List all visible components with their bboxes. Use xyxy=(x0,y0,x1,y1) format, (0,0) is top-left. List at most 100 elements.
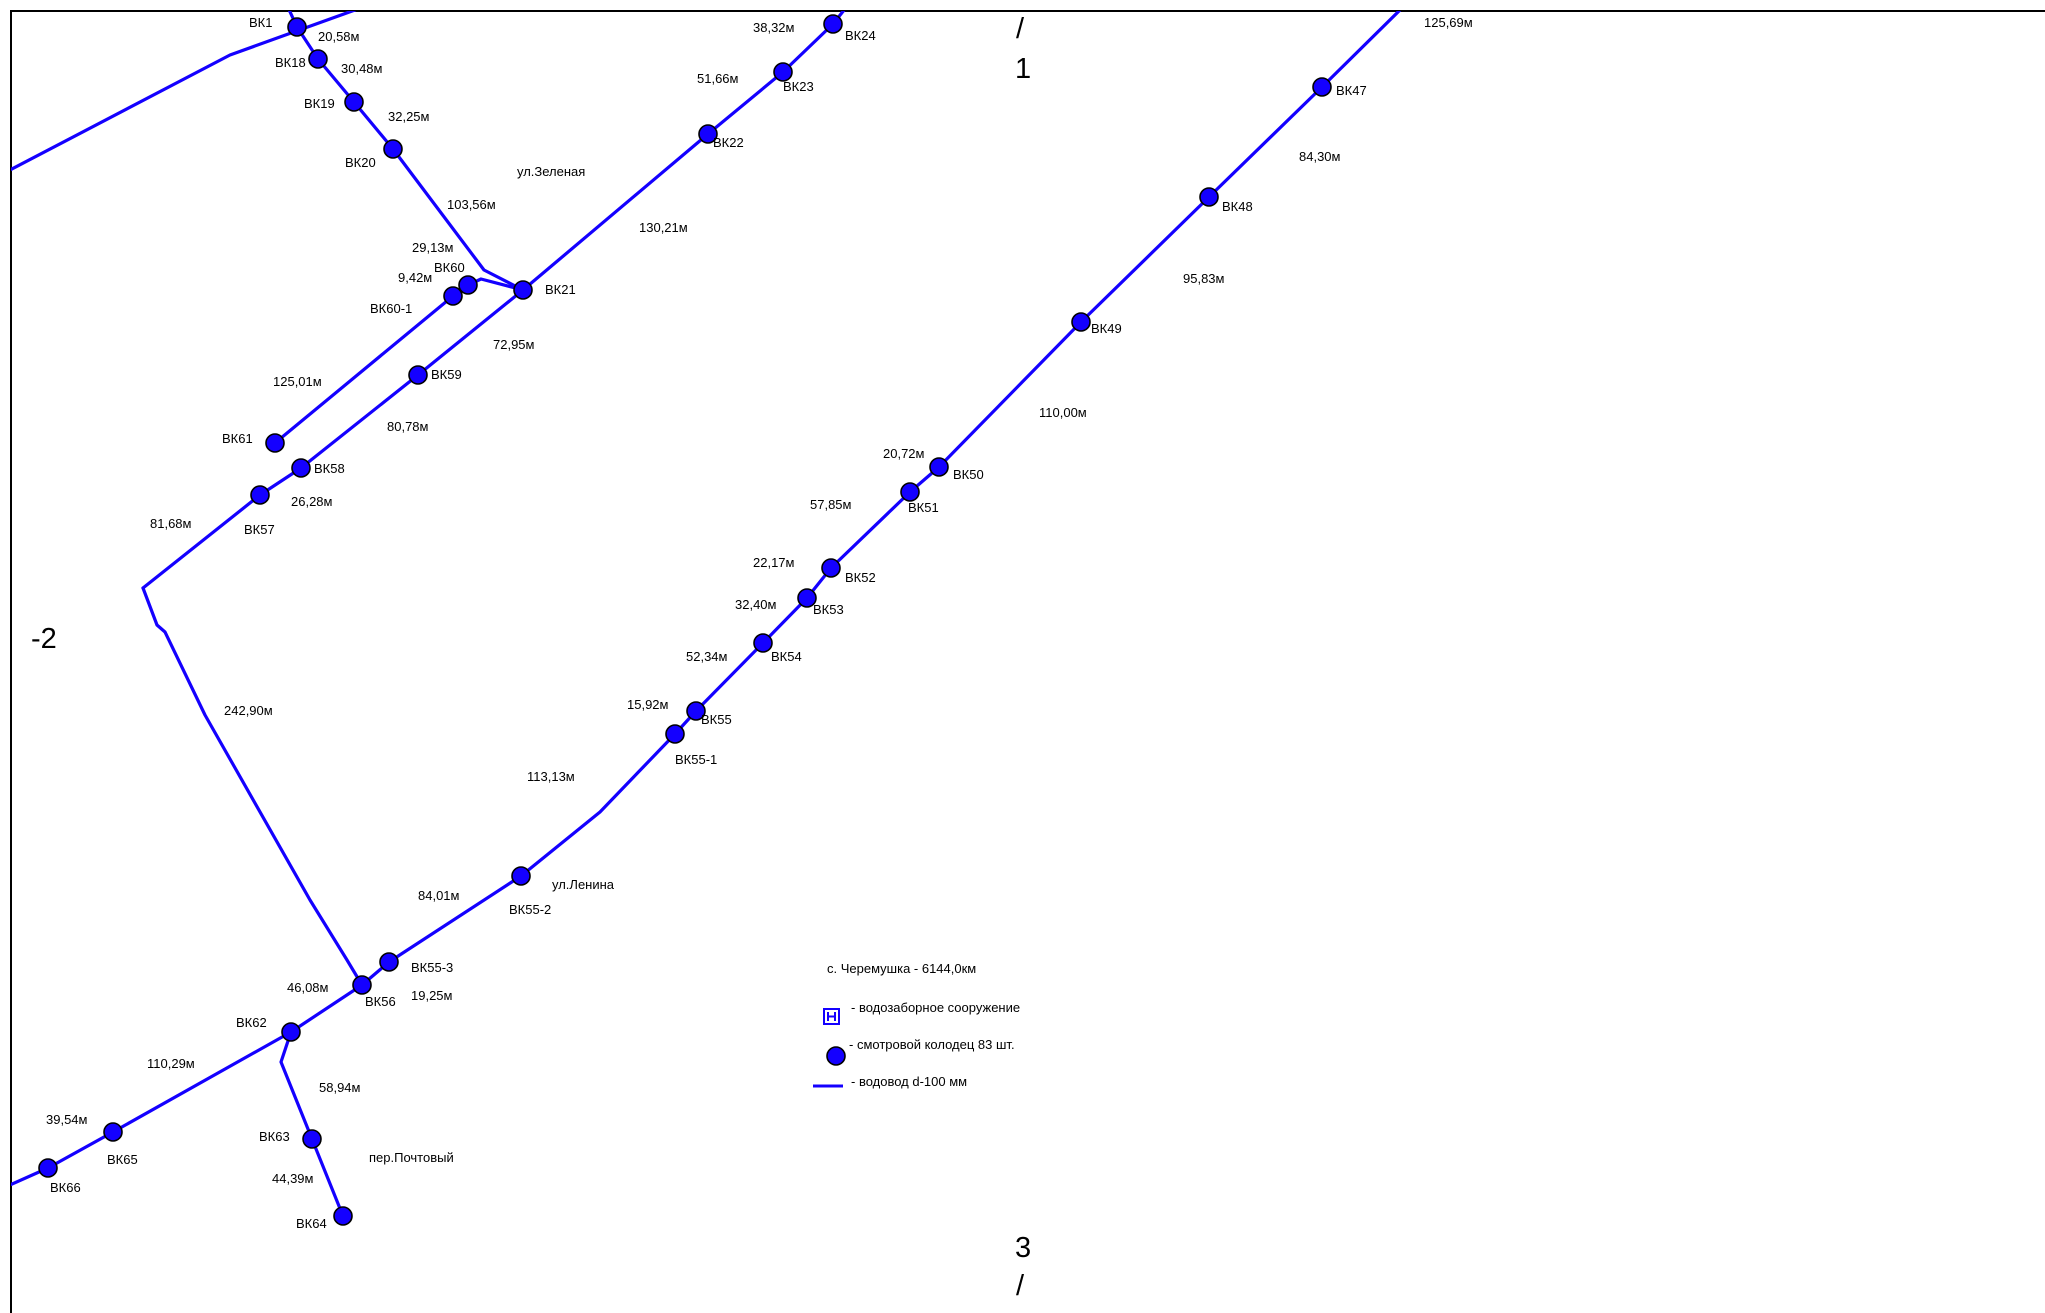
pipe-vk62-to-vk64 xyxy=(279,1030,345,1218)
length-label: 44,39м xyxy=(272,1171,314,1186)
length-label: 125,69м xyxy=(1424,15,1473,30)
well-label-vk64: ВК64 xyxy=(296,1216,327,1231)
sheet-mark-bottom-number: 3 xyxy=(1015,1232,1031,1264)
well-label-vk58: ВК58 xyxy=(314,461,345,476)
sheet-mark-bottom-slash: / xyxy=(1016,1270,1025,1302)
well-label-vk52: ВК52 xyxy=(845,570,876,585)
well-label-vk55-3: ВК55-3 xyxy=(411,960,453,975)
well-vk64[interactable] xyxy=(333,1206,353,1226)
well-label-vk61: ВК61 xyxy=(222,431,253,446)
well-label-vk22: ВК22 xyxy=(713,135,744,150)
well-vk18[interactable] xyxy=(308,49,328,69)
well-vk55[interactable] xyxy=(686,701,706,721)
pipelines xyxy=(11,11,1402,1218)
well-vk55-2[interactable] xyxy=(511,866,531,886)
well-vk60[interactable] xyxy=(458,275,478,295)
well-vk53[interactable] xyxy=(797,588,817,608)
well-label-vk49: ВК49 xyxy=(1091,321,1122,336)
well-vk52[interactable] xyxy=(821,558,841,578)
pipe-vk20-to-vk21 xyxy=(391,147,525,292)
length-label: 125,01м xyxy=(273,374,322,389)
well-vk60-1[interactable] xyxy=(443,286,463,306)
well-vk58[interactable] xyxy=(291,458,311,478)
length-label: 84,01м xyxy=(418,888,460,903)
well-vk56[interactable] xyxy=(352,975,372,995)
well-vk20[interactable] xyxy=(383,139,403,159)
well-label-vk23: ВК23 xyxy=(783,79,814,94)
well-vk59[interactable] xyxy=(408,365,428,385)
well-vk47[interactable] xyxy=(1312,77,1332,97)
settlement-title: с. Черемушка - 6144,0км xyxy=(827,961,976,976)
well-vk54[interactable] xyxy=(753,633,773,653)
well-label-vk50: ВК50 xyxy=(953,467,984,482)
well-vk49[interactable] xyxy=(1071,312,1091,332)
length-label: 19,25м xyxy=(411,988,453,1003)
well-vk55-1[interactable] xyxy=(665,724,685,744)
wells xyxy=(38,14,1332,1226)
well-label-vk59: ВК59 xyxy=(431,367,462,382)
well-vk21[interactable] xyxy=(513,280,533,300)
well-vk62[interactable] xyxy=(281,1022,301,1042)
well-vk63[interactable] xyxy=(302,1129,322,1149)
length-label: 57,85м xyxy=(810,497,852,512)
length-label: 38,32м xyxy=(753,20,795,35)
well-label-vk66: ВК66 xyxy=(50,1180,81,1195)
well-label-vk21: ВК21 xyxy=(545,282,576,297)
well-vk61[interactable] xyxy=(265,433,285,453)
well-label-vk62: ВК62 xyxy=(236,1015,267,1030)
well-vk22[interactable] xyxy=(698,124,718,144)
length-label: 110,00м xyxy=(1039,405,1087,420)
well-label-vk55-1: ВК55-1 xyxy=(675,752,717,767)
pipe-vk55-to-top xyxy=(694,11,1402,713)
length-label: 32,25м xyxy=(388,109,430,124)
legend-intake-label: - водозаборное сооружение xyxy=(851,1000,1020,1015)
length-label: 29,13м xyxy=(412,240,454,255)
pipe-vk57-to-vk56 xyxy=(141,586,364,987)
length-label: 72,95м xyxy=(493,337,535,352)
water-intake-icon xyxy=(823,1008,840,1025)
pipe-vk56-to-vk55 xyxy=(360,709,698,987)
legend-pipe-label: - водовод d-100 мм xyxy=(851,1074,967,1089)
length-label: 9,42м xyxy=(398,270,432,285)
street-lenina: ул.Ленина xyxy=(552,877,615,892)
street-zelenaya: ул.Зеленая xyxy=(517,164,585,179)
legend: с. Черемушка - 6144,0км - водозаборное с… xyxy=(813,961,1020,1089)
length-label: 20,72м xyxy=(883,446,925,461)
well-vk23[interactable] xyxy=(773,62,793,82)
well-vk19[interactable] xyxy=(344,92,364,112)
well-label-vk57: ВК57 xyxy=(244,522,275,537)
map-frame xyxy=(10,10,2045,1313)
segment-lengths: 20,58м 30,48м 32,25м 103,56м 29,13м 9,42… xyxy=(46,15,1473,1186)
length-label: 46,08м xyxy=(287,980,329,995)
well-label-vk19: ВК19 xyxy=(304,96,335,111)
well-vk24[interactable] xyxy=(823,14,843,34)
well-label-vk20: ВК20 xyxy=(345,155,376,170)
well-vk57[interactable] xyxy=(250,485,270,505)
length-label: 242,90м xyxy=(224,703,273,718)
length-label: 80,78м xyxy=(387,419,429,434)
well-vk66[interactable] xyxy=(38,1158,58,1178)
length-label: 113,13м xyxy=(527,769,575,784)
well-vk51[interactable] xyxy=(900,482,920,502)
sheet-mark-top-number: 1 xyxy=(1015,53,1031,85)
sheet-mark-top-slash: / xyxy=(1016,13,1025,45)
well-label-vk63: ВК63 xyxy=(259,1129,290,1144)
well-labels: ВК1 ВК18 ВК19 ВК20 ВК21 ВК22 ВК23 ВК24 В… xyxy=(50,0,1367,1231)
well-vk55-3[interactable] xyxy=(379,952,399,972)
well-label-vk25: ВК25 xyxy=(883,0,914,13)
well-vk48[interactable] xyxy=(1199,187,1219,207)
legend-well-label: - смотровой колодец 83 шт. xyxy=(849,1037,1015,1052)
well-vk1[interactable] xyxy=(287,17,307,37)
pipe-vk21-to-vk57 xyxy=(141,288,525,590)
length-label: 26,28м xyxy=(291,494,333,509)
sheet-marks: / 1 -2 3 / xyxy=(31,13,1031,1302)
well-label-vk1: ВК1 xyxy=(249,15,272,30)
well-label-vk51: ВК51 xyxy=(908,500,939,515)
well-vk50[interactable] xyxy=(929,457,949,477)
length-label: 95,83м xyxy=(1183,271,1225,286)
well-vk65[interactable] xyxy=(103,1122,123,1142)
length-label: 130,21м xyxy=(639,220,688,235)
length-label: 15,92м xyxy=(627,697,669,712)
length-label: 84,30м xyxy=(1299,149,1341,164)
